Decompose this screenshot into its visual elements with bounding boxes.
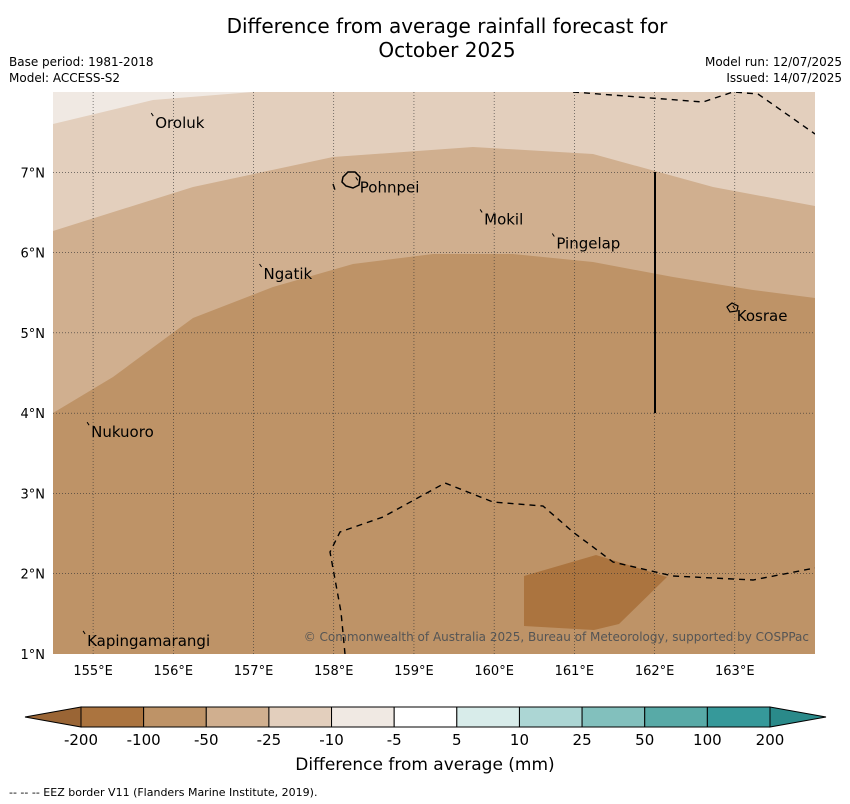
map-title-line2: October 2025: [378, 38, 516, 62]
band-minus200-minus100: [53, 254, 815, 654]
band-below-minus200: [524, 555, 667, 630]
latitude-tick-label: 2°N: [21, 568, 46, 583]
colorbar-tick-label: -200: [64, 731, 98, 749]
colorbar-tick-label: 100: [693, 731, 722, 749]
map-svg: Oroluk Pohnpei Mokil Pingelap Ngatik Kosrae Nu…: [53, 92, 815, 654]
place-marker: [732, 305, 736, 310]
longitude-tick-label: 161°E: [555, 664, 595, 679]
longitude-tick-label: 159°E: [394, 664, 434, 679]
place-marker: [86, 421, 90, 426]
colorbar-swatch: [268, 706, 333, 728]
latitude-tick-label: 1°N: [21, 648, 46, 663]
colorbar-swatch: [331, 706, 395, 728]
longitude-tick-label: 162°E: [635, 664, 675, 679]
colorbar-tick-label: 5: [452, 731, 462, 749]
latitude-tick-label: 4°N: [21, 407, 46, 422]
place-label-kosrae: Kosrae: [737, 307, 788, 325]
colorbar-tick-label: -10: [319, 731, 344, 749]
model-text: Model: ACCESS-S2: [9, 71, 121, 85]
issued-text: Issued: 14/07/2025: [726, 71, 842, 85]
colorbar-swatch: [518, 706, 583, 728]
colorbar-axis-title: Difference from average (mm): [295, 755, 555, 775]
colorbar-swatch: [644, 706, 708, 728]
place-label-kapingamarangi: Kapingamarangi: [87, 632, 210, 650]
colorbar-tick-label: 50: [635, 731, 654, 749]
colorbar-swatch: [706, 706, 771, 728]
place-label-ngatik: Ngatik: [264, 265, 313, 283]
place-label-mokil: Mokil: [484, 210, 523, 228]
colorbar-swatch: [581, 706, 646, 728]
place-label-pingelap: Pingelap: [556, 235, 620, 253]
colorbar-swatch: [456, 706, 520, 728]
metadata-left: Base period: 1981-2018 Model: ACCESS-S2: [9, 54, 154, 86]
place-marker: [82, 630, 86, 635]
place-marker: [355, 177, 359, 181]
colorbar-extend-high: [769, 706, 827, 728]
colorbar-tick-label: 200: [756, 731, 785, 749]
model-run-text: Model run: 12/07/2025: [704, 55, 842, 69]
latitude-tick-label: 7°N: [21, 166, 46, 181]
colorbar-tick-label: 10: [510, 731, 529, 749]
longitude-tick-label: 160°E: [474, 664, 514, 679]
place-label-pohnpei: Pohnpei: [360, 178, 420, 196]
place-marker: [259, 263, 262, 268]
colorbar-tick-label: -100: [127, 731, 161, 749]
eez-footnote: -- -- -- EEZ border V11 (Flanders Marine…: [9, 786, 318, 799]
longitude-tick-label: 156°E: [154, 664, 194, 679]
longitude-tick-label: 158°E: [314, 664, 354, 679]
colorbar-tick-label: -5: [387, 731, 402, 749]
place-marker: [479, 209, 483, 213]
base-period-text: Base period: 1981-2018: [9, 55, 154, 69]
place-label-oroluk: Oroluk: [155, 114, 204, 132]
latitude-tick-label: 5°N: [21, 327, 46, 342]
longitude-tick-label: 155°E: [73, 664, 113, 679]
longitude-tick-label: 157°E: [234, 664, 274, 679]
place-label-nukuoro: Nukuoro: [91, 423, 154, 441]
metadata-right: Model run: 12/07/2025 Issued: 14/07/2025: [705, 54, 842, 86]
place-marker: [150, 112, 154, 117]
pohnpei-island-shape: [341, 171, 361, 189]
colorbar-swatch: [143, 706, 207, 728]
latitude-tick-label: 6°N: [21, 247, 46, 262]
latitude-ticks: 1°N 2°N 3°N 4°N 5°N 6°N 7°N: [21, 166, 46, 663]
colorbar-extend-low: [24, 706, 82, 728]
copyright-text: © Commonwealth of Australia 2025, Bureau…: [303, 630, 809, 644]
colorbar-tick-label: -50: [194, 731, 219, 749]
colorbar-swatch: [205, 706, 270, 728]
place-marker: [551, 233, 555, 237]
longitude-ticks: 155°E 156°E 157°E 158°E 159°E 160°E 161°E 162°E…: [73, 664, 754, 679]
colorbar-swatch: [80, 706, 145, 728]
colorbar-swatch: [393, 706, 458, 728]
forecast-map: Oroluk Pohnpei Mokil Pingelap Ngatik Kosrae Nu…: [53, 92, 815, 654]
eez-border: [329, 92, 815, 654]
place-labels: Oroluk Pohnpei Mokil Pingelap Ngatik Kosrae Nu…: [82, 112, 788, 650]
map-title-line1: Difference from average rainfall forecas…: [226, 14, 668, 38]
longitude-tick-label: 163°E: [715, 664, 755, 679]
colorbar: -200 -100 -50 -25 -10 -5 5 10 25 50 100 200: [24, 706, 827, 749]
colorbar-tick-label: -25: [257, 731, 282, 749]
kosrae-island-shape: [726, 302, 739, 313]
colorbar-tick-label: 25: [573, 731, 592, 749]
latitude-tick-label: 3°N: [21, 487, 46, 502]
